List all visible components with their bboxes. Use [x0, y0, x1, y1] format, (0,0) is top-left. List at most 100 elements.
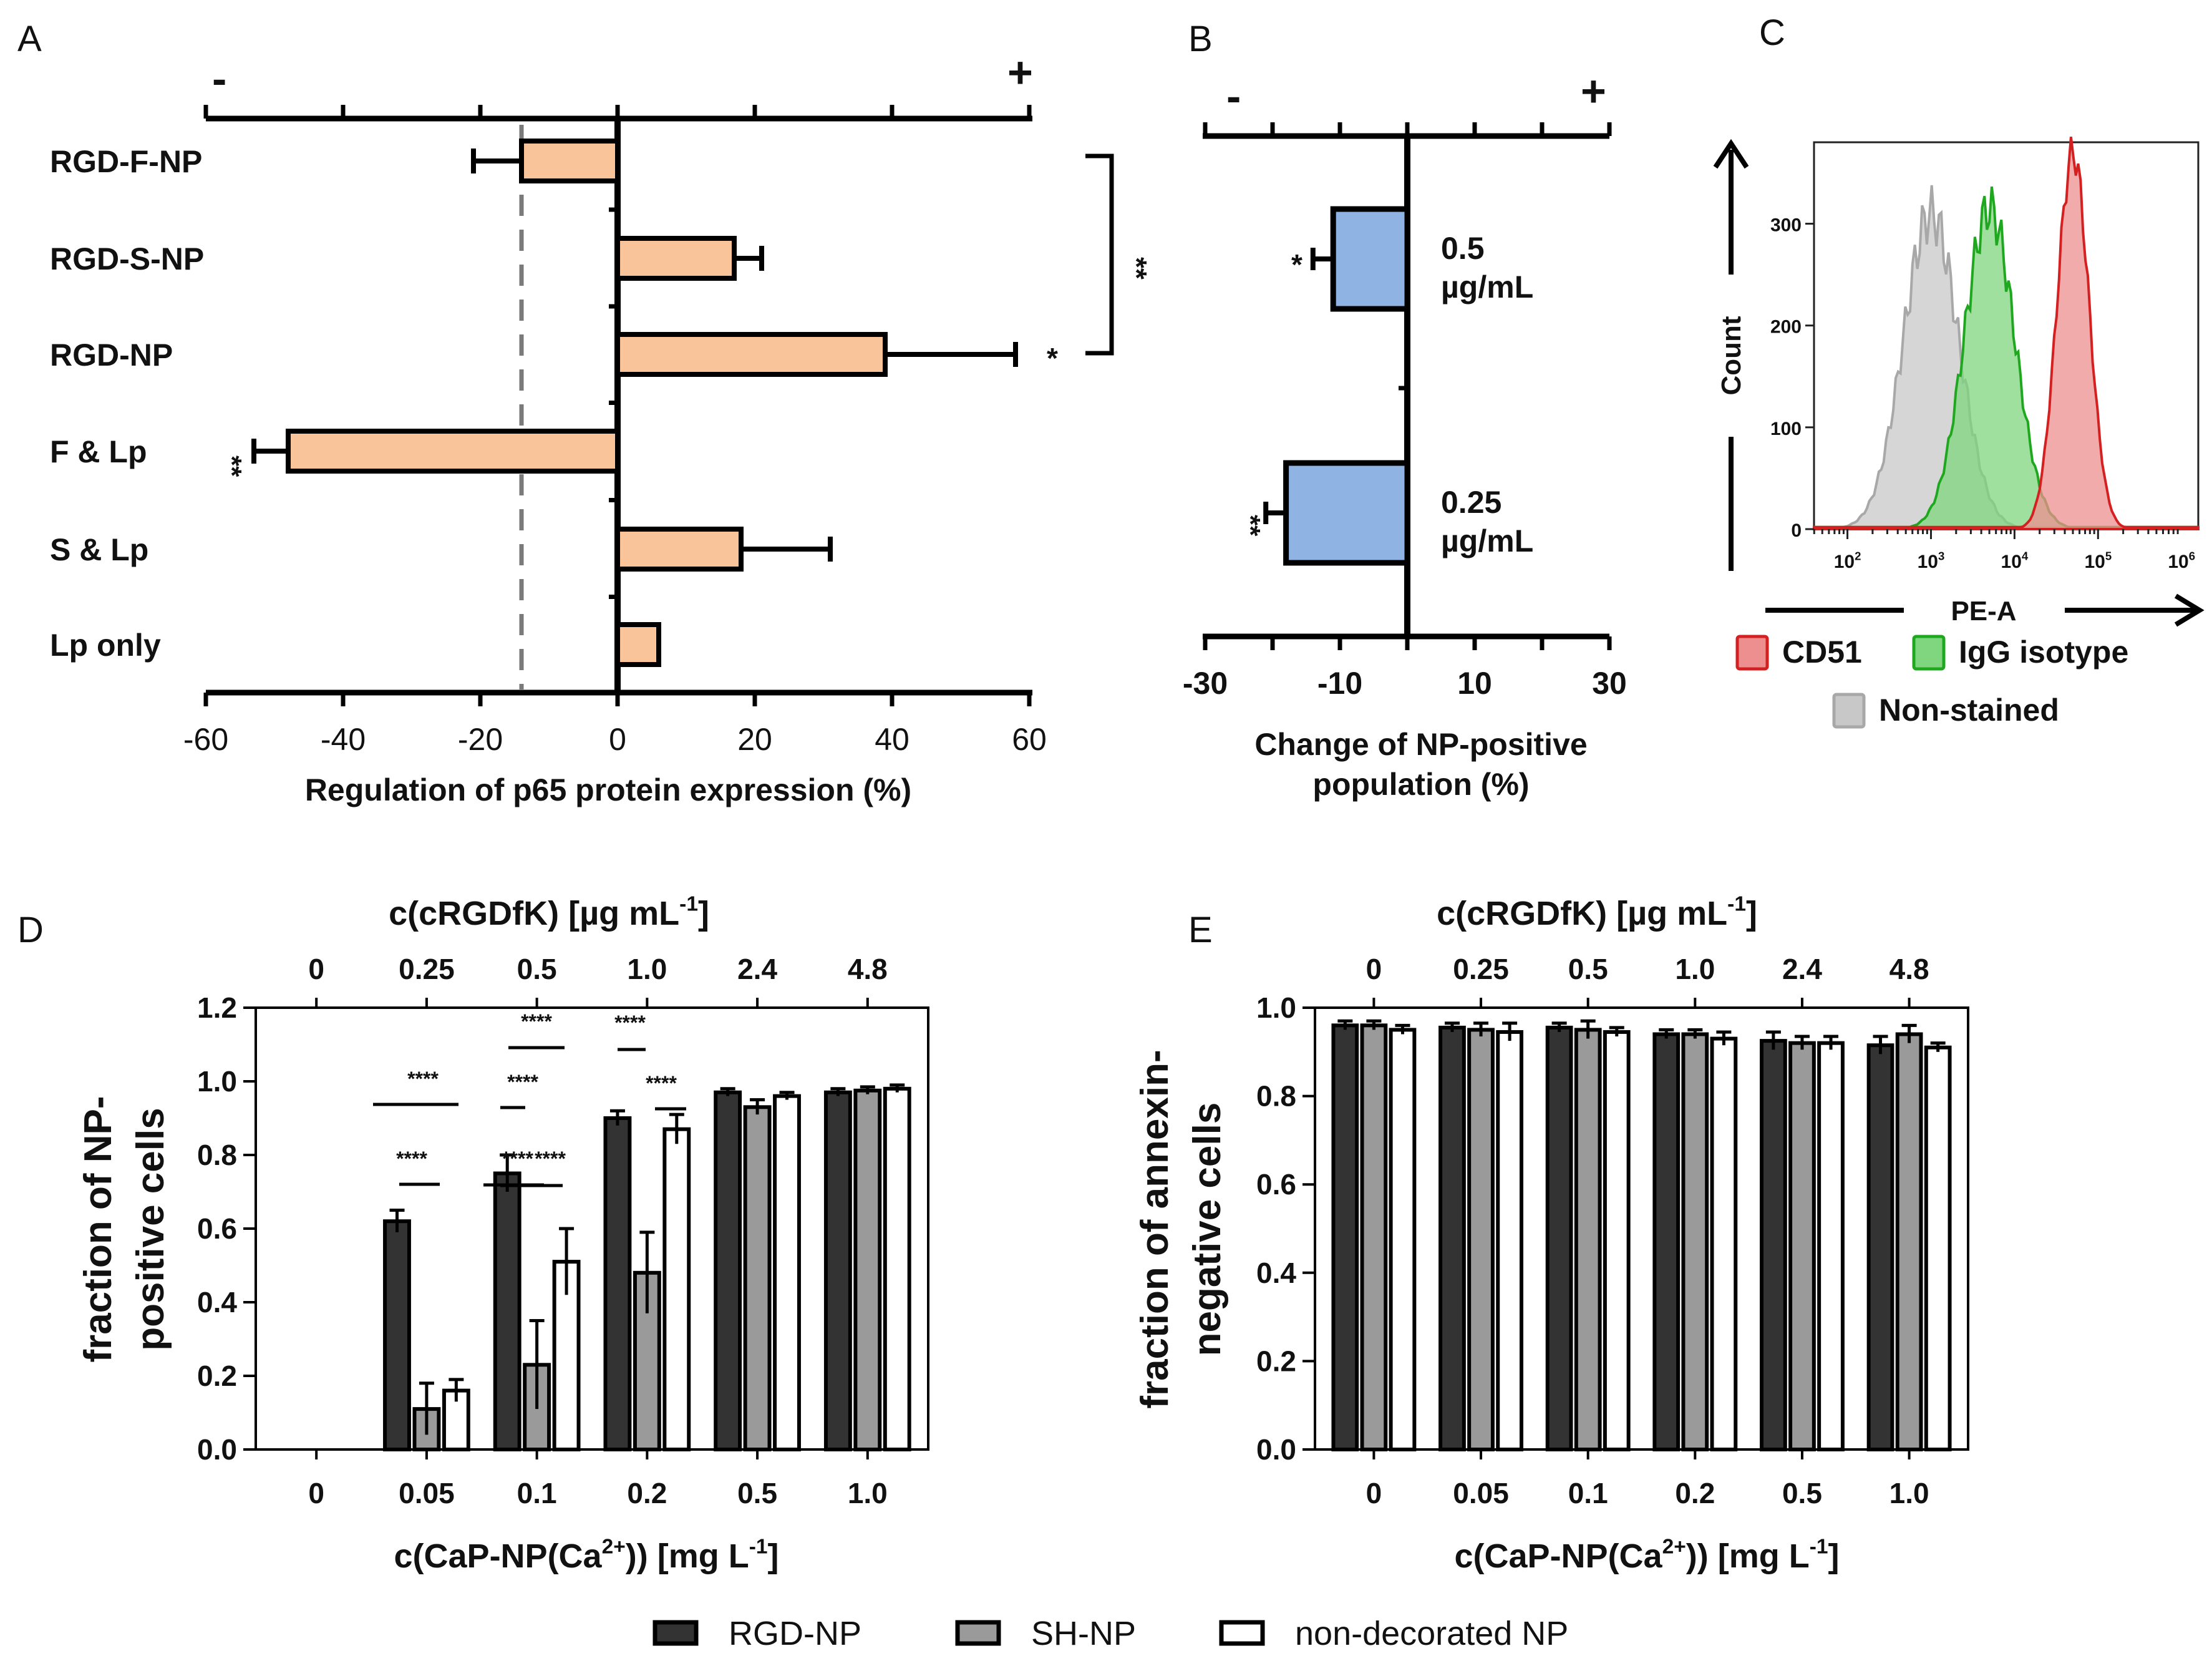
- x-tick-label-part: 10: [1834, 552, 1855, 572]
- x-tick-label: 0.1: [517, 1477, 557, 1509]
- bar-2: [883, 1086, 911, 1452]
- bar: [1283, 460, 1410, 566]
- x-tick-label: -10: [1317, 666, 1362, 701]
- bar-0: [383, 1219, 411, 1451]
- y-tick-label: 200: [1770, 317, 1802, 338]
- category-label: RGD-F-NP: [50, 144, 202, 179]
- x-axis-title: c(CaP-NP(Ca2+)) [mg L-1]: [1455, 1535, 1840, 1575]
- x-tick-label: 0.5: [1782, 1477, 1822, 1509]
- significance-star: **: [1235, 515, 1266, 537]
- bar: [519, 139, 620, 183]
- y-tick-label: 1.2: [197, 991, 237, 1024]
- bar-1: [1895, 1032, 1923, 1451]
- x-tick-label: 0.2: [1675, 1477, 1715, 1509]
- x-axis-title-part: ]: [1828, 1537, 1839, 1575]
- panel-label-b: B: [1188, 19, 1213, 59]
- category-label: Lp only: [50, 628, 161, 663]
- x-tick-label: 30: [1592, 666, 1627, 701]
- y-tick-label: 0: [1791, 520, 1802, 541]
- panel-label-d: D: [17, 910, 44, 950]
- y-tick-label: 0.0: [1256, 1433, 1296, 1466]
- x-tick-label: 10: [1457, 666, 1492, 701]
- bar-0: [1438, 1025, 1466, 1451]
- category-unit: µg/mL: [1441, 270, 1533, 304]
- bracket-label: **: [1120, 257, 1153, 280]
- x-axis-title-part: -1: [1810, 1535, 1828, 1558]
- x-tick-label: -40: [321, 722, 366, 757]
- bar-0: [1652, 1032, 1681, 1451]
- x-axis-title-part: c(CaP-NP(Ca: [1455, 1537, 1663, 1575]
- y-tick-label: 0.2: [1256, 1345, 1296, 1377]
- category-label: RGD-S-NP: [50, 241, 204, 276]
- x-tick-label: 102: [1834, 549, 1861, 572]
- category-label: S & Lp: [50, 532, 148, 567]
- top-tick-label: 1.0: [1675, 953, 1715, 985]
- y-tick-label: 1.0: [197, 1065, 237, 1098]
- panel-label-a: A: [17, 19, 42, 59]
- x-axis-title-part: c(CaP-NP(Ca: [394, 1537, 603, 1575]
- category-label: RGD-NP: [50, 338, 173, 373]
- histogram-2: [1813, 137, 2200, 530]
- bar-1: [1467, 1028, 1495, 1451]
- x-tick-label-part: 3: [1938, 549, 1944, 562]
- y-tick-label: 0.8: [197, 1139, 237, 1171]
- x-tick-label: 0.1: [1568, 1477, 1608, 1509]
- x-axis-title-part: -1: [749, 1535, 768, 1558]
- x-tick-label: 103: [1918, 549, 1945, 572]
- panel-d: D 0.0 0.2 0.4 0.6 0.8 1.0 1.2 0 0 0.05 0.25 0.1 0.5 0.…: [17, 892, 929, 1575]
- sign-minus: -: [1226, 72, 1241, 120]
- y-tick-label: 0.8: [1256, 1080, 1296, 1113]
- x-tick-label: 106: [2168, 549, 2195, 572]
- top-axis-title-part: -1: [1727, 892, 1746, 915]
- x-tick-label: 0: [308, 1477, 324, 1509]
- bar-2: [1603, 1030, 1631, 1451]
- y-axis-title-line1: fraction of annexin-: [1133, 1050, 1176, 1408]
- x-tick-label: 0.2: [627, 1477, 667, 1509]
- top-tick-label: 1.0: [627, 953, 667, 985]
- significance-stars: ****: [396, 1147, 427, 1170]
- panel-a: A - + -60 -40 -20 0 20 40 60 Regulation of p65 pro…: [17, 19, 1153, 807]
- significance-bracket: [1085, 153, 1114, 356]
- x-tick-label: 1.0: [1889, 1477, 1929, 1509]
- bar: [286, 429, 620, 474]
- significance-star: *: [1047, 342, 1058, 374]
- bar-0: [1331, 1023, 1359, 1451]
- y-tick-label: 300: [1770, 215, 1802, 236]
- x-tick-label: -20: [458, 722, 503, 757]
- significance-stars: ****: [507, 1071, 538, 1093]
- category-label: F & Lp: [50, 434, 147, 469]
- significance-stars: ****: [646, 1072, 677, 1094]
- legend-swatch: [955, 1620, 1001, 1646]
- bar-1: [1788, 1041, 1816, 1451]
- x-tick-label: 0: [609, 722, 626, 757]
- y-axis-title-line2: positive cells: [129, 1108, 172, 1350]
- top-axis-title: c(cRGDfK) [µg mL-1]: [1437, 892, 1757, 932]
- x-axis-title-part: 2+: [602, 1535, 626, 1558]
- sign-plus: +: [1581, 67, 1606, 115]
- legend-label: IgG isotype: [1959, 635, 2128, 670]
- bar-2: [662, 1127, 691, 1451]
- bar-0: [714, 1090, 742, 1451]
- x-axis-title-line1: Change of NP-positive: [1254, 727, 1587, 762]
- panel-label-c: C: [1759, 12, 1785, 53]
- legend-label: non-decorated NP: [1295, 1615, 1568, 1652]
- bar: [1330, 206, 1410, 312]
- significance-star: *: [1291, 248, 1302, 281]
- bar-2: [1817, 1041, 1845, 1451]
- top-axis-title-part: -1: [679, 892, 698, 915]
- top-tick-label: 4.8: [1889, 953, 1929, 985]
- x-tick-label-part: 10: [2001, 552, 2022, 572]
- y-axis-title: Count: [1716, 316, 1747, 395]
- x-axis-title-part: ]: [767, 1537, 779, 1575]
- bar-1: [633, 1270, 661, 1452]
- top-axis-title-part: ]: [1746, 895, 1757, 932]
- top-tick-label: 0.5: [517, 953, 557, 985]
- top-axis-title-part: c(cRGDfK) [µg mL: [389, 895, 679, 932]
- x-tick-label: 0: [1366, 1477, 1382, 1509]
- bar-2: [1710, 1036, 1738, 1452]
- x-tick-label-part: 10: [1918, 552, 1938, 572]
- y-tick-label: 1.0: [1256, 991, 1296, 1024]
- top-tick-label: 2.4: [737, 953, 777, 985]
